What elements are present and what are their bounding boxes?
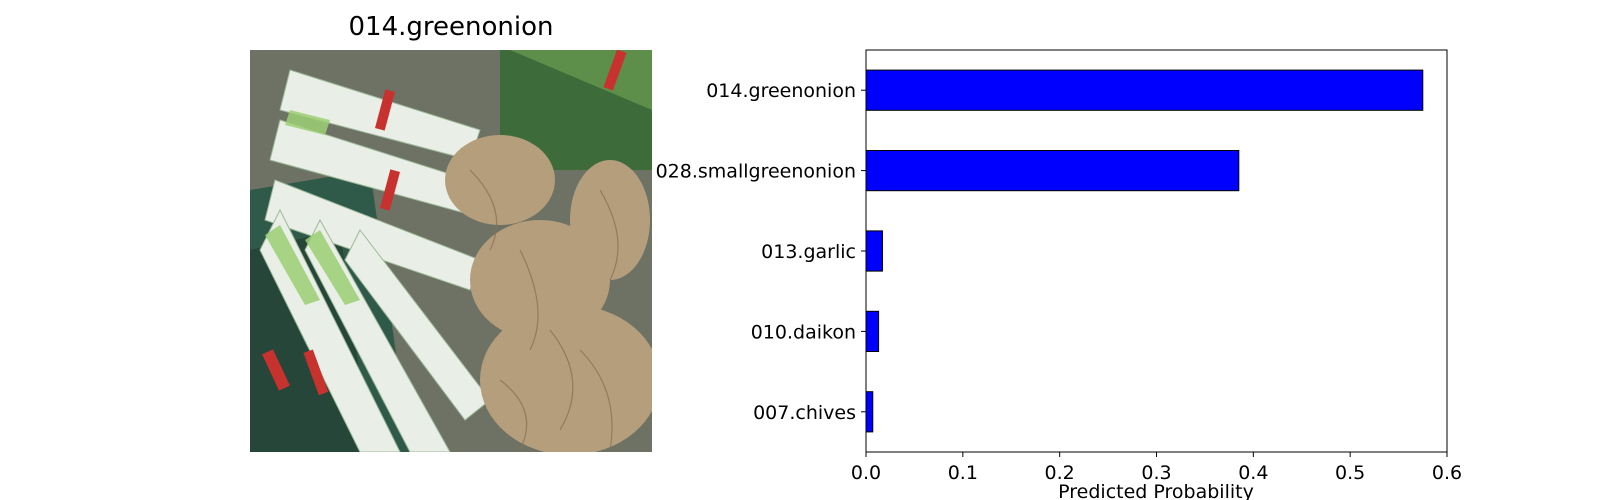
bar-028.smallgreenonion xyxy=(865,150,1240,192)
bar-007.chives xyxy=(865,391,874,433)
bar-010.daikon xyxy=(865,310,880,352)
y-tick-label: 028.smallgreenonion xyxy=(656,161,856,183)
x-axis-label: Predicted Probability xyxy=(1058,481,1254,500)
y-tick-label: 010.daikon xyxy=(751,321,856,343)
bar-014.greenonion xyxy=(865,69,1424,111)
x-tick-label: 0.4 xyxy=(1238,462,1268,484)
y-tick-label: 013.garlic xyxy=(761,241,856,263)
image-title: 014.greenonion xyxy=(348,12,554,42)
green-onion-photo xyxy=(250,50,652,452)
x-tick-label: 0.6 xyxy=(1432,462,1462,484)
x-tick-label: 0.5 xyxy=(1335,462,1365,484)
bar-013.garlic xyxy=(865,230,883,272)
y-tick-label: 007.chives xyxy=(753,402,856,424)
x-tick-label: 0.1 xyxy=(948,462,978,484)
x-tick-label: 0.0 xyxy=(851,462,881,484)
y-tick-label: 014.greenonion xyxy=(706,80,856,102)
x-tick-label: 0.2 xyxy=(1045,462,1075,484)
x-tick-label: 0.3 xyxy=(1141,462,1171,484)
